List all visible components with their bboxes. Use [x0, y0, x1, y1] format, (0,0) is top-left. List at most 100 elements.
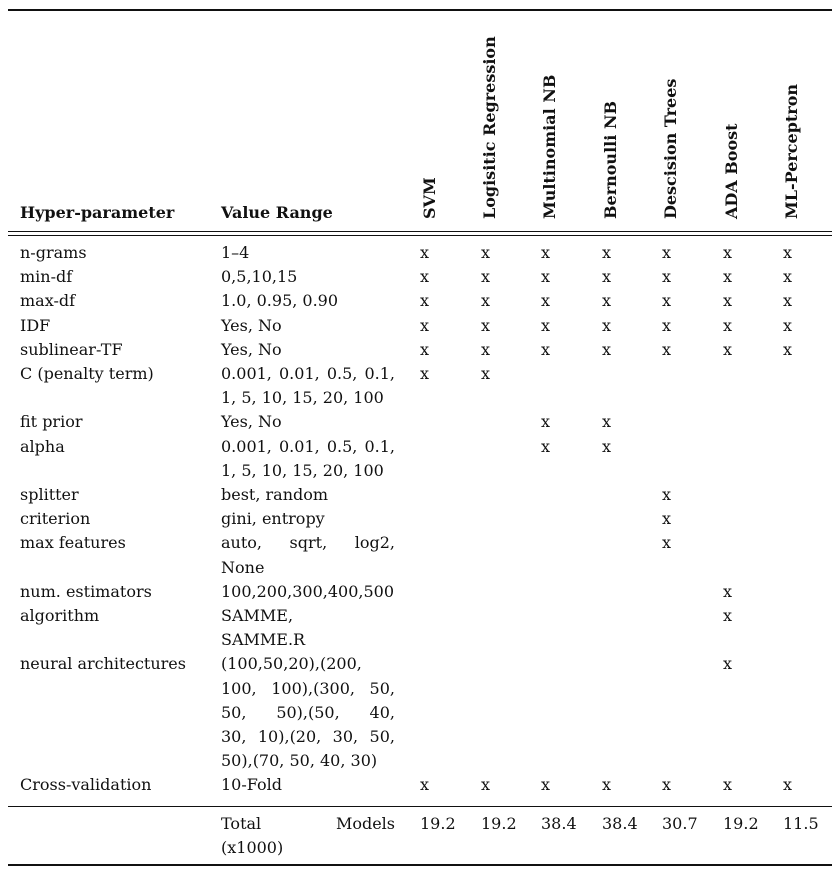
header-model-3: Bernoulli NB: [601, 100, 620, 219]
model-mark: x: [723, 243, 733, 262]
model-mark: x: [420, 339, 430, 359]
total-label-unit: (x1000): [221, 838, 284, 857]
total-value: 19.2: [481, 814, 517, 833]
model-mark: x: [723, 581, 733, 601]
model-mark: x: [662, 291, 672, 311]
total-value: 38.4: [602, 814, 638, 833]
value-range-cell: 50, 50),(50, 40,: [221, 702, 395, 722]
value-range-cell: best, random: [221, 485, 329, 504]
value-range-cell: 100, 100),(300, 50,: [221, 678, 395, 698]
model-mark: x: [602, 267, 612, 287]
param-cell: Cross-validation: [20, 775, 152, 795]
header-hyper-parameter: Hyper-parameter: [20, 203, 175, 222]
model-mark: x: [481, 339, 491, 359]
header-model-1: Logisitic Regression: [480, 36, 499, 219]
value-range-cell: 1.0, 0.95, 0.90: [221, 291, 339, 311]
model-mark: x: [662, 243, 672, 262]
model-mark: x: [420, 267, 430, 287]
model-mark: x: [602, 436, 612, 456]
model-mark: x: [723, 606, 733, 625]
model-mark: x: [723, 339, 733, 359]
model-mark: x: [723, 291, 733, 311]
model-mark: x: [481, 775, 491, 795]
value-range-cell: Yes, No: [221, 315, 282, 335]
model-mark: x: [783, 315, 793, 335]
param-cell: C (penalty term): [20, 364, 154, 383]
total-rule: [8, 806, 832, 807]
header-double-rule-bottom: [8, 235, 832, 236]
model-mark: x: [420, 775, 430, 795]
model-mark: x: [783, 291, 793, 311]
model-mark: x: [662, 533, 672, 553]
model-mark: x: [481, 243, 491, 262]
header-value-range: Value Range: [221, 203, 333, 222]
value-range-cell: 1–4: [221, 243, 250, 262]
param-cell: splitter: [20, 485, 79, 504]
bottom-rule: [8, 864, 832, 866]
total-label-models: Models: [335, 814, 395, 833]
model-mark: x: [662, 267, 672, 287]
value-range-cell: 0,5,10,15: [221, 267, 298, 287]
header-model-2: Multinomial NB: [540, 74, 559, 219]
param-cell: max features: [20, 533, 126, 553]
model-mark: x: [783, 339, 793, 359]
model-mark: x: [420, 243, 430, 262]
param-cell: num. estimators: [20, 581, 152, 601]
param-cell: criterion: [20, 509, 91, 529]
model-mark: x: [662, 485, 672, 504]
param-cell: n-grams: [20, 243, 87, 262]
model-mark: x: [541, 267, 551, 287]
model-mark: x: [783, 243, 793, 262]
header-model-6: ML-Perceptron: [782, 83, 801, 219]
model-mark: x: [602, 775, 612, 795]
model-mark: x: [541, 775, 551, 795]
header-model-0: SVM: [420, 177, 439, 219]
model-mark: x: [662, 509, 672, 529]
total-label-word: Total: [221, 814, 262, 833]
value-range-cell: Yes, No: [221, 412, 282, 432]
model-mark: x: [481, 267, 491, 287]
model-mark: x: [723, 775, 733, 795]
model-mark: x: [602, 243, 612, 262]
model-mark: x: [420, 364, 430, 383]
model-mark: x: [481, 291, 491, 311]
model-mark: x: [541, 436, 551, 456]
model-mark: x: [723, 315, 733, 335]
param-cell: min-df: [20, 267, 73, 287]
total-value: 19.2: [723, 814, 759, 833]
model-mark: x: [420, 291, 430, 311]
total-value: 38.4: [541, 814, 577, 833]
model-mark: x: [602, 339, 612, 359]
model-mark: x: [541, 291, 551, 311]
value-range-cell: 0.001, 0.01, 0.5, 0.1,: [221, 436, 395, 456]
param-cell: alpha: [20, 436, 65, 456]
model-mark: x: [541, 339, 551, 359]
header-double-rule-top: [8, 231, 832, 232]
value-range-cell: 1, 5, 10, 15, 20, 100: [221, 388, 384, 408]
model-mark: x: [662, 339, 672, 359]
value-range-cell: SAMME,: [221, 606, 294, 625]
value-range-cell: gini, entropy: [221, 509, 325, 529]
model-mark: x: [723, 267, 733, 287]
value-range-cell: auto, sqrt, log2,: [221, 533, 395, 553]
total-value: 19.2: [420, 814, 456, 833]
param-cell: sublinear-TF: [20, 339, 123, 359]
model-mark: x: [602, 315, 612, 335]
value-range-cell: 50),(70, 50, 40, 30): [221, 751, 378, 771]
value-range-cell: 0.001, 0.01, 0.5, 0.1,: [221, 364, 395, 383]
model-mark: x: [481, 315, 491, 335]
value-range-cell: SAMME.R: [221, 630, 306, 650]
top-rule: [8, 9, 832, 11]
param-cell: max-df: [20, 291, 76, 311]
value-range-cell: 10-Fold: [221, 775, 282, 795]
model-mark: x: [783, 775, 793, 795]
total-value: 11.5: [783, 814, 819, 833]
total-value: 30.7: [662, 814, 698, 833]
model-mark: x: [602, 291, 612, 311]
value-range-cell: None: [221, 557, 265, 577]
value-range-cell: (100,50,20),(200,: [221, 654, 362, 674]
value-range-cell: 30, 10),(20, 30, 50,: [221, 727, 395, 746]
param-cell: IDF: [20, 315, 51, 335]
model-mark: x: [541, 243, 551, 262]
model-mark: x: [420, 315, 430, 335]
